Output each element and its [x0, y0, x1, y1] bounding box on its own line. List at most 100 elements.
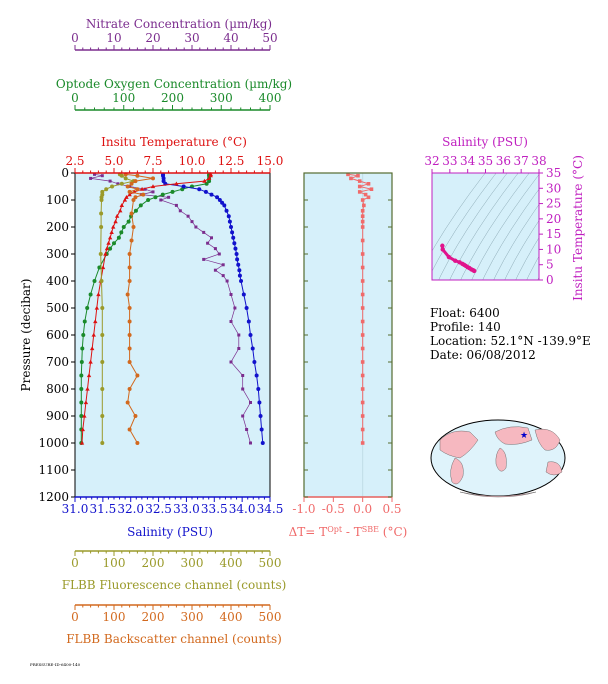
salinity-point — [244, 306, 249, 310]
fluorescence-point — [104, 187, 109, 192]
nitrate-point — [174, 203, 178, 207]
salinity-point — [203, 189, 208, 194]
ts-point — [472, 268, 477, 274]
delta-t-point — [360, 225, 365, 229]
temperature-point — [139, 186, 145, 191]
salinity-point — [241, 292, 246, 297]
ts-x-tick-label: 34 — [460, 154, 476, 168]
delta-plot-bg — [304, 173, 392, 497]
temperature-axis-title: Insitu Temperature (°C) — [101, 135, 247, 149]
oxygen-point — [79, 400, 84, 405]
pressure-tick-label: 100 — [46, 193, 69, 207]
pressure-tick-label: 1100 — [38, 463, 69, 477]
oxygen-point — [88, 292, 93, 297]
oxygen-point — [204, 181, 209, 186]
backscatter-point — [127, 252, 132, 256]
temperature-tick-label: 5.0 — [104, 154, 123, 168]
nitrate-point — [116, 182, 120, 186]
delta-x-tick-label: -0.5 — [322, 502, 345, 516]
oxygen-point — [79, 387, 84, 391]
pressure-tick-label: 800 — [46, 382, 69, 396]
delta-t-point — [360, 400, 365, 405]
delta-t-axis-title: ΔT= TOpt - TSBE (°C) — [289, 525, 408, 540]
salinity-tick-label: 33.5 — [201, 502, 228, 516]
nitrate-point — [108, 179, 112, 183]
temperature-tick-label: 7.5 — [143, 154, 162, 168]
float-label: Float: 6400 — [430, 306, 500, 320]
backscatter-point — [141, 192, 146, 197]
date-label: Date: 06/08/2012 — [430, 348, 536, 362]
temperature-point — [82, 413, 87, 418]
delta-t-point — [357, 179, 362, 183]
delta-t-point — [360, 219, 365, 224]
backscatter-point — [127, 279, 132, 283]
oxygen-point — [126, 219, 131, 224]
delta-t-point — [363, 192, 368, 197]
ts-y-tick-label: 30 — [546, 181, 561, 195]
nitrate-tick-label: 0 — [71, 31, 79, 45]
salinity-point — [222, 203, 227, 208]
nitrate-point — [217, 252, 221, 256]
delta-t-point — [366, 182, 371, 186]
nitrate-point — [178, 209, 182, 213]
nitrate-point — [167, 195, 171, 199]
oxygen-point — [80, 346, 85, 351]
pressure-tick-label: 900 — [46, 409, 69, 423]
salinity-point — [226, 214, 231, 219]
salinity-tick-label: 31.0 — [62, 502, 89, 516]
pressure-tick-label: 500 — [46, 301, 69, 315]
fluorescence-point — [100, 441, 105, 445]
salinity-tick-label: 34.0 — [229, 502, 256, 516]
nitrate-tick-label: 10 — [106, 31, 121, 45]
backscatter-tick-label: 500 — [259, 610, 282, 624]
fluorescence-point — [123, 176, 128, 181]
salinity-point — [224, 208, 229, 213]
oxygen-point — [170, 189, 175, 194]
backscatter-point — [125, 400, 130, 405]
pressure-tick-label: 1200 — [38, 490, 69, 504]
backscatter-point — [129, 238, 134, 243]
ts-ylabel: Insitu Temperature (°C) — [571, 155, 585, 301]
fluorescence-point — [99, 279, 104, 283]
nitrate-point — [225, 279, 229, 283]
salinity-point — [237, 273, 242, 278]
temperature-tick-label: 10.0 — [179, 154, 206, 168]
delta-t-point — [360, 373, 365, 378]
temperature-tick-label: 12.5 — [218, 154, 245, 168]
backscatter-point — [133, 179, 138, 184]
oxygen-point — [81, 333, 86, 337]
backscatter-point — [135, 373, 140, 378]
ts-y-tick-label: 15 — [546, 227, 561, 241]
ts-point — [446, 254, 452, 260]
oxygen-tick-label: 100 — [112, 91, 135, 105]
temperature-point — [79, 440, 85, 445]
ts-isopycnal — [515, 237, 539, 280]
backscatter-point — [151, 176, 155, 181]
fluorescence-axis-title: FLBB Fluorescence channel (counts) — [62, 578, 287, 592]
delta-t-point — [360, 319, 365, 324]
backscatter-tick-label: 400 — [220, 610, 243, 624]
oxygen-point — [82, 319, 87, 324]
ts-y-tick-label: 10 — [546, 242, 561, 256]
nitrate-point — [233, 306, 237, 310]
temperature-point — [208, 173, 213, 178]
delta-t-line — [347, 173, 372, 443]
delta-t-point — [360, 306, 365, 310]
oxygen-point — [112, 241, 116, 246]
backscatter-tick-label: 300 — [181, 610, 204, 624]
ts-isopycnal — [449, 173, 519, 280]
nitrate-point — [100, 174, 104, 178]
salinity-point — [217, 198, 222, 202]
temperature-point — [106, 240, 111, 245]
nitrate-point — [229, 320, 233, 323]
delta-t-point — [360, 265, 365, 270]
salinity-point — [215, 195, 220, 200]
salinity-point — [209, 192, 214, 197]
temperature-point — [104, 246, 110, 251]
salinity-tick-label: 32.5 — [145, 502, 172, 516]
salinity-point — [234, 252, 239, 256]
temperature-point — [94, 305, 100, 310]
fluorescence-tick-label: 300 — [181, 556, 204, 570]
fluorescence-point — [98, 252, 103, 256]
delta-t-point — [349, 176, 353, 181]
